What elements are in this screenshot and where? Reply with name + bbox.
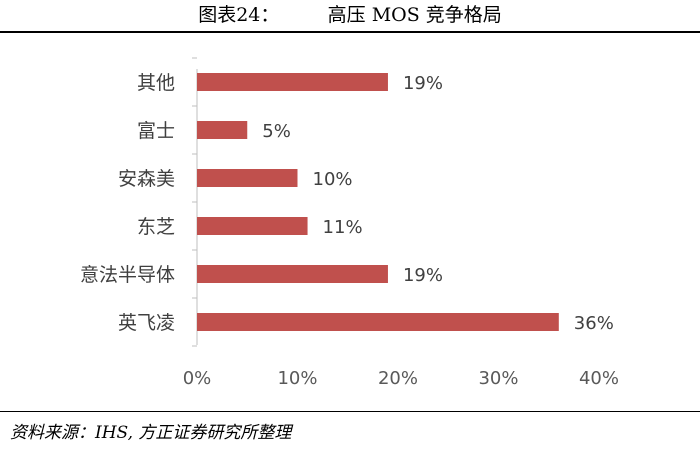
x-tick-label: 30% [478, 368, 518, 389]
category-label: 其他 [137, 72, 175, 94]
top-rule [0, 31, 700, 33]
data-label: 19% [403, 73, 443, 94]
bottom-rule [0, 411, 700, 412]
data-label: 11% [323, 217, 363, 238]
bar [197, 121, 248, 139]
data-label: 10% [313, 169, 353, 190]
bar [197, 265, 388, 283]
bar [197, 73, 388, 91]
x-tick-label: 20% [378, 368, 418, 389]
category-label: 安森美 [118, 168, 175, 190]
data-label: 5% [262, 121, 291, 142]
bar [197, 313, 559, 331]
category-label: 意法半导体 [80, 264, 175, 286]
bar [197, 217, 308, 235]
data-label: 36% [574, 313, 614, 334]
x-tick-label: 40% [579, 368, 619, 389]
category-label: 富士 [137, 120, 175, 142]
bar-chart: 其他 19% 富士 5% 安森美 10% 东芝 11% 意法半导体 19% 英飞凌 36% 0% 10% 2… [80, 57, 619, 389]
source-note: 资料来源：IHS, 方正证券研究所整理 [10, 423, 292, 443]
category-label: 东芝 [137, 216, 175, 238]
chart-title: 图表24： 高压 MOS 竞争格局 [198, 4, 502, 26]
x-tick-label: 0% [183, 368, 212, 389]
x-tick-label: 10% [277, 368, 317, 389]
category-label: 英飞凌 [118, 312, 175, 334]
data-label: 19% [403, 265, 443, 286]
bar [197, 169, 298, 187]
